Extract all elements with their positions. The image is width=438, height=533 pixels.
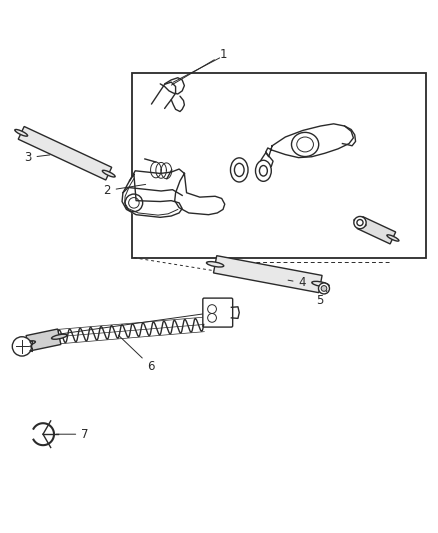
Polygon shape [122, 174, 182, 217]
Ellipse shape [311, 281, 328, 287]
Polygon shape [357, 216, 395, 244]
Polygon shape [26, 329, 61, 351]
Ellipse shape [353, 220, 365, 226]
Polygon shape [265, 124, 353, 158]
Polygon shape [213, 256, 321, 293]
Circle shape [207, 305, 216, 313]
Polygon shape [18, 126, 111, 180]
Text: 1: 1 [171, 48, 226, 85]
Text: 2: 2 [103, 184, 145, 197]
Ellipse shape [234, 163, 244, 176]
FancyBboxPatch shape [202, 298, 232, 327]
Ellipse shape [296, 137, 313, 152]
Ellipse shape [255, 160, 271, 181]
Text: 5: 5 [315, 290, 326, 307]
Ellipse shape [356, 220, 362, 225]
Ellipse shape [291, 132, 318, 157]
Text: 7: 7 [56, 427, 88, 441]
Circle shape [12, 337, 32, 356]
Ellipse shape [20, 341, 35, 346]
Ellipse shape [15, 130, 28, 136]
Ellipse shape [259, 166, 267, 176]
Ellipse shape [206, 262, 223, 267]
Ellipse shape [230, 158, 247, 182]
Ellipse shape [51, 334, 67, 340]
Text: 3: 3 [24, 151, 50, 164]
Ellipse shape [353, 216, 365, 229]
Ellipse shape [321, 286, 326, 292]
Text: 4: 4 [287, 276, 305, 289]
Ellipse shape [102, 170, 115, 177]
Ellipse shape [386, 235, 398, 241]
Circle shape [207, 313, 216, 322]
Ellipse shape [318, 283, 328, 294]
Bar [131, 74, 425, 258]
Text: 6: 6 [118, 335, 154, 373]
